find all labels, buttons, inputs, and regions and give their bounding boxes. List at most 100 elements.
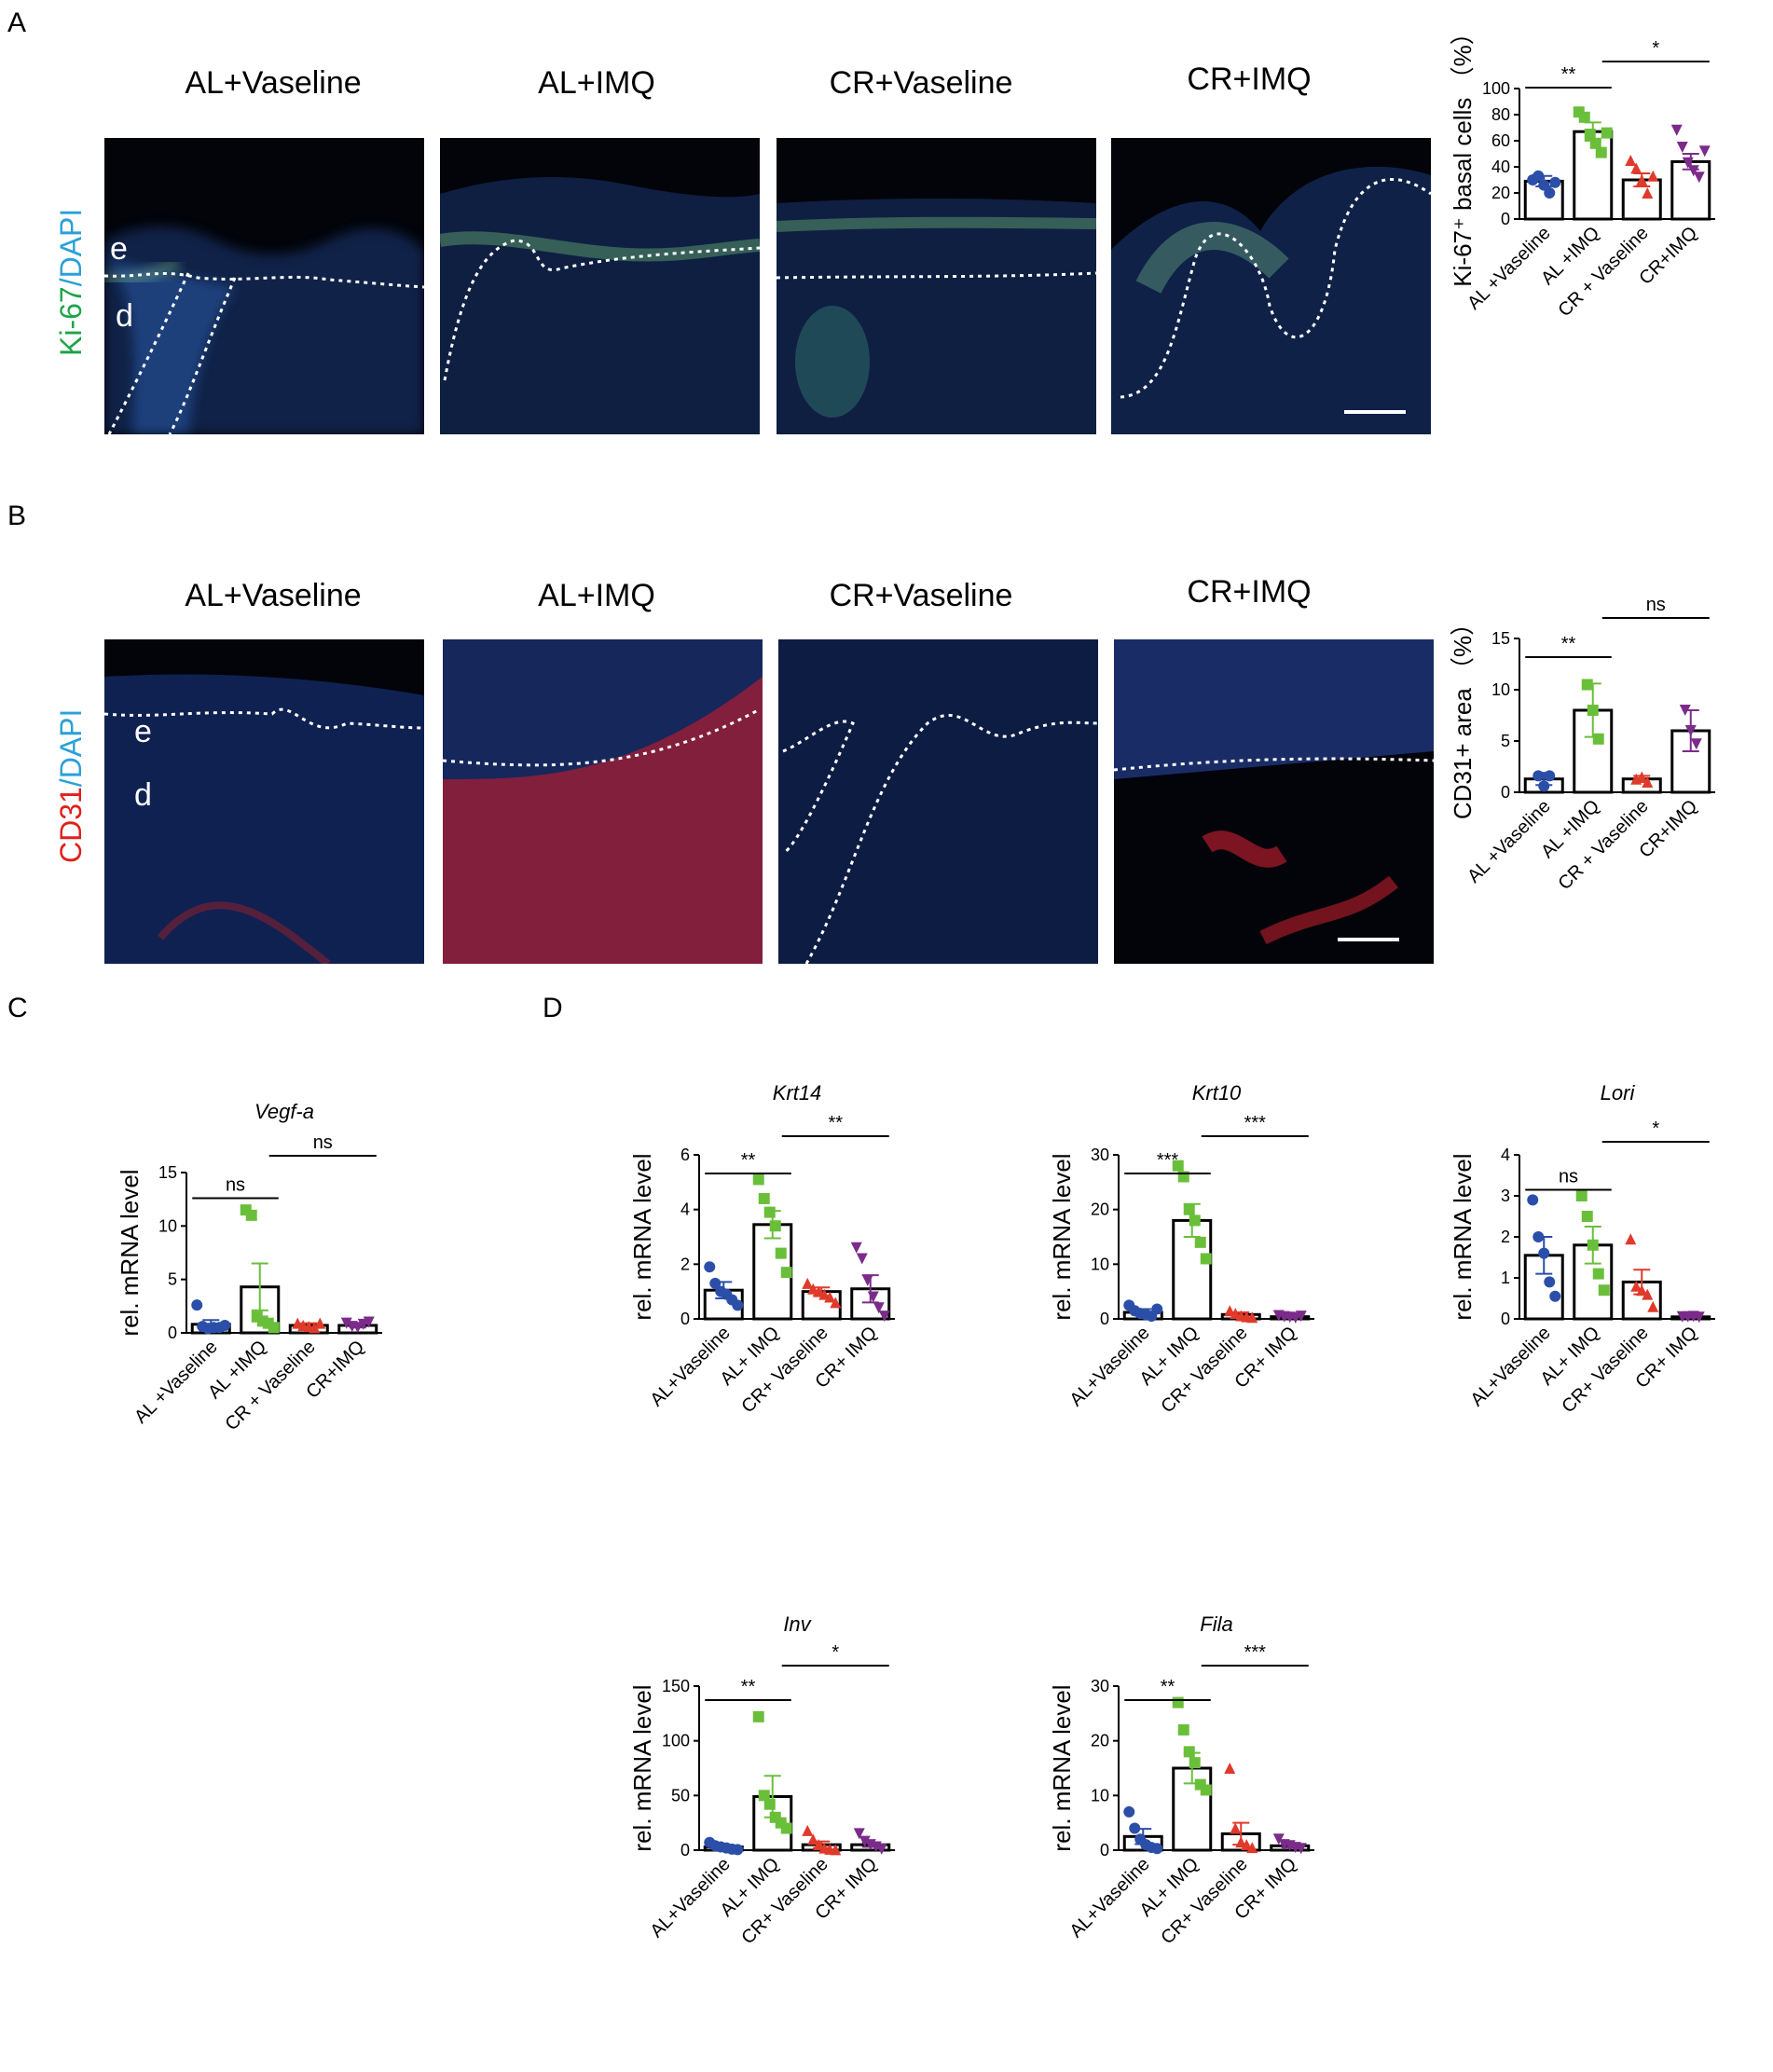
x-tick-label: CR+ Vaseline (737, 1854, 832, 1948)
data-point (758, 1790, 770, 1802)
y-axis-label: rel. mRNA level (628, 1684, 656, 1851)
data-point (878, 1310, 890, 1323)
stain-label-ki67: Ki-67/DAPI (54, 209, 89, 356)
data-point (1581, 1211, 1593, 1222)
y-axis-label: rel. mRNA level (1449, 1153, 1477, 1320)
x-tick-label: CR+ Vaseline (1157, 1323, 1251, 1417)
data-point (1532, 170, 1545, 182)
data-point (709, 1277, 722, 1289)
y-tick-label: 60 (1491, 131, 1510, 150)
data-point (340, 1317, 352, 1329)
data-point (1129, 1822, 1141, 1834)
data-point (1189, 1214, 1201, 1227)
data-point (861, 1274, 873, 1286)
data-point (314, 1317, 326, 1329)
y-tick-label: 0 (680, 1310, 690, 1328)
data-point (780, 1822, 792, 1834)
y-tick-label: 20 (1091, 1201, 1109, 1219)
micrograph-cd31-cr-imq (1114, 639, 1434, 964)
data-point (1151, 1303, 1163, 1315)
data-point (1538, 1247, 1550, 1259)
epidermis-label: e (110, 231, 128, 267)
data-point (813, 1839, 825, 1851)
y-tick-label: 0 (168, 1324, 177, 1342)
significance-label: ns (226, 1175, 245, 1196)
data-point (830, 1844, 842, 1856)
data-point (752, 1710, 764, 1722)
chart-title: Lori (1601, 1081, 1636, 1105)
data-point (1684, 725, 1697, 736)
data-point (873, 1302, 885, 1314)
x-tick-label: AL+Vaseline (1466, 1323, 1554, 1410)
image-title-b-al-vaseline: AL+Vaseline (185, 578, 362, 613)
data-point (1549, 1290, 1561, 1302)
y-tick-label: 0 (1100, 1310, 1109, 1328)
panel-label-d: D (543, 993, 563, 1023)
data-point (853, 1828, 865, 1840)
data-point (824, 1291, 836, 1303)
data-point (1587, 1239, 1599, 1251)
data-point (802, 1824, 814, 1836)
panel-label-a: A (7, 7, 27, 38)
significance-label: *** (1157, 1150, 1179, 1171)
micrograph-cd31-cr-vaseline (778, 639, 1098, 964)
micrograph-cd31-al-imq (443, 639, 763, 964)
y-tick-label: 0 (1501, 783, 1510, 802)
data-point (351, 1322, 364, 1334)
data-point (1592, 1268, 1604, 1280)
chart-ki67: Ki-67⁺ basal cells （%） 0 20 40 60 80 100 AL +Va… (1449, 37, 1715, 321)
data-point (1123, 1805, 1135, 1818)
y-tick-label: 4 (1501, 1146, 1510, 1164)
data-point (1532, 770, 1545, 782)
data-point (1647, 170, 1659, 182)
ki67-dapi-text: DAPI (54, 208, 88, 279)
y-tick-label: 5 (168, 1270, 177, 1289)
data-point (1642, 187, 1654, 199)
data-point (1598, 1284, 1610, 1297)
ki67-separator: / (54, 278, 88, 287)
y-axis-label: rel. mRNA level (1048, 1153, 1076, 1320)
image-title-al-vaseline: AL+Vaseline (185, 65, 362, 101)
data-point (1642, 776, 1654, 788)
y-tick-label: 50 (671, 1786, 690, 1804)
data-point (1630, 162, 1642, 174)
data-point (1647, 1300, 1659, 1312)
significance-label: ns (313, 1132, 333, 1153)
chart-title: Vegf-a (254, 1100, 314, 1123)
data-point (758, 1192, 770, 1204)
chart-title: Krt14 (773, 1081, 822, 1105)
data-point (769, 1220, 781, 1232)
significance-label: ** (1561, 64, 1576, 85)
data-point (1642, 1288, 1654, 1300)
x-tick-label: CR+ Vaseline (1157, 1854, 1251, 1948)
dermis-label: d (116, 298, 133, 334)
panel-label-c: C (7, 993, 28, 1023)
image-title-cr-imq: CR+IMQ (1187, 62, 1312, 97)
data-point (1151, 1843, 1163, 1855)
y-tick-label: 0 (1100, 1841, 1109, 1859)
y-tick-label: 0 (1501, 210, 1510, 228)
y-tick-label: 0 (1501, 1310, 1510, 1328)
data-point (1698, 145, 1711, 158)
data-point (1601, 127, 1613, 139)
data-point (1630, 1280, 1642, 1292)
data-point (850, 1242, 862, 1254)
image-title-b-cr-imq: CR+IMQ (1187, 574, 1312, 610)
significance-label: ** (828, 1113, 843, 1133)
significance-label: ** (741, 1677, 756, 1697)
data-point (1272, 1833, 1285, 1846)
data-point (1687, 165, 1699, 177)
epidermis-label-b: e (134, 714, 152, 749)
y-tick-label: 15 (158, 1163, 177, 1182)
significance-label: ** (741, 1150, 756, 1171)
data-point (1230, 1822, 1242, 1834)
y-tick-label: 4 (680, 1201, 690, 1219)
x-tick-label: AL+Vaseline (1065, 1854, 1153, 1942)
data-point (1183, 1203, 1195, 1215)
significance-label: ns (1559, 1167, 1578, 1187)
data-point (1527, 1194, 1539, 1206)
data-point (1693, 1311, 1705, 1324)
micrograph-ki67-al-imq (440, 138, 760, 434)
